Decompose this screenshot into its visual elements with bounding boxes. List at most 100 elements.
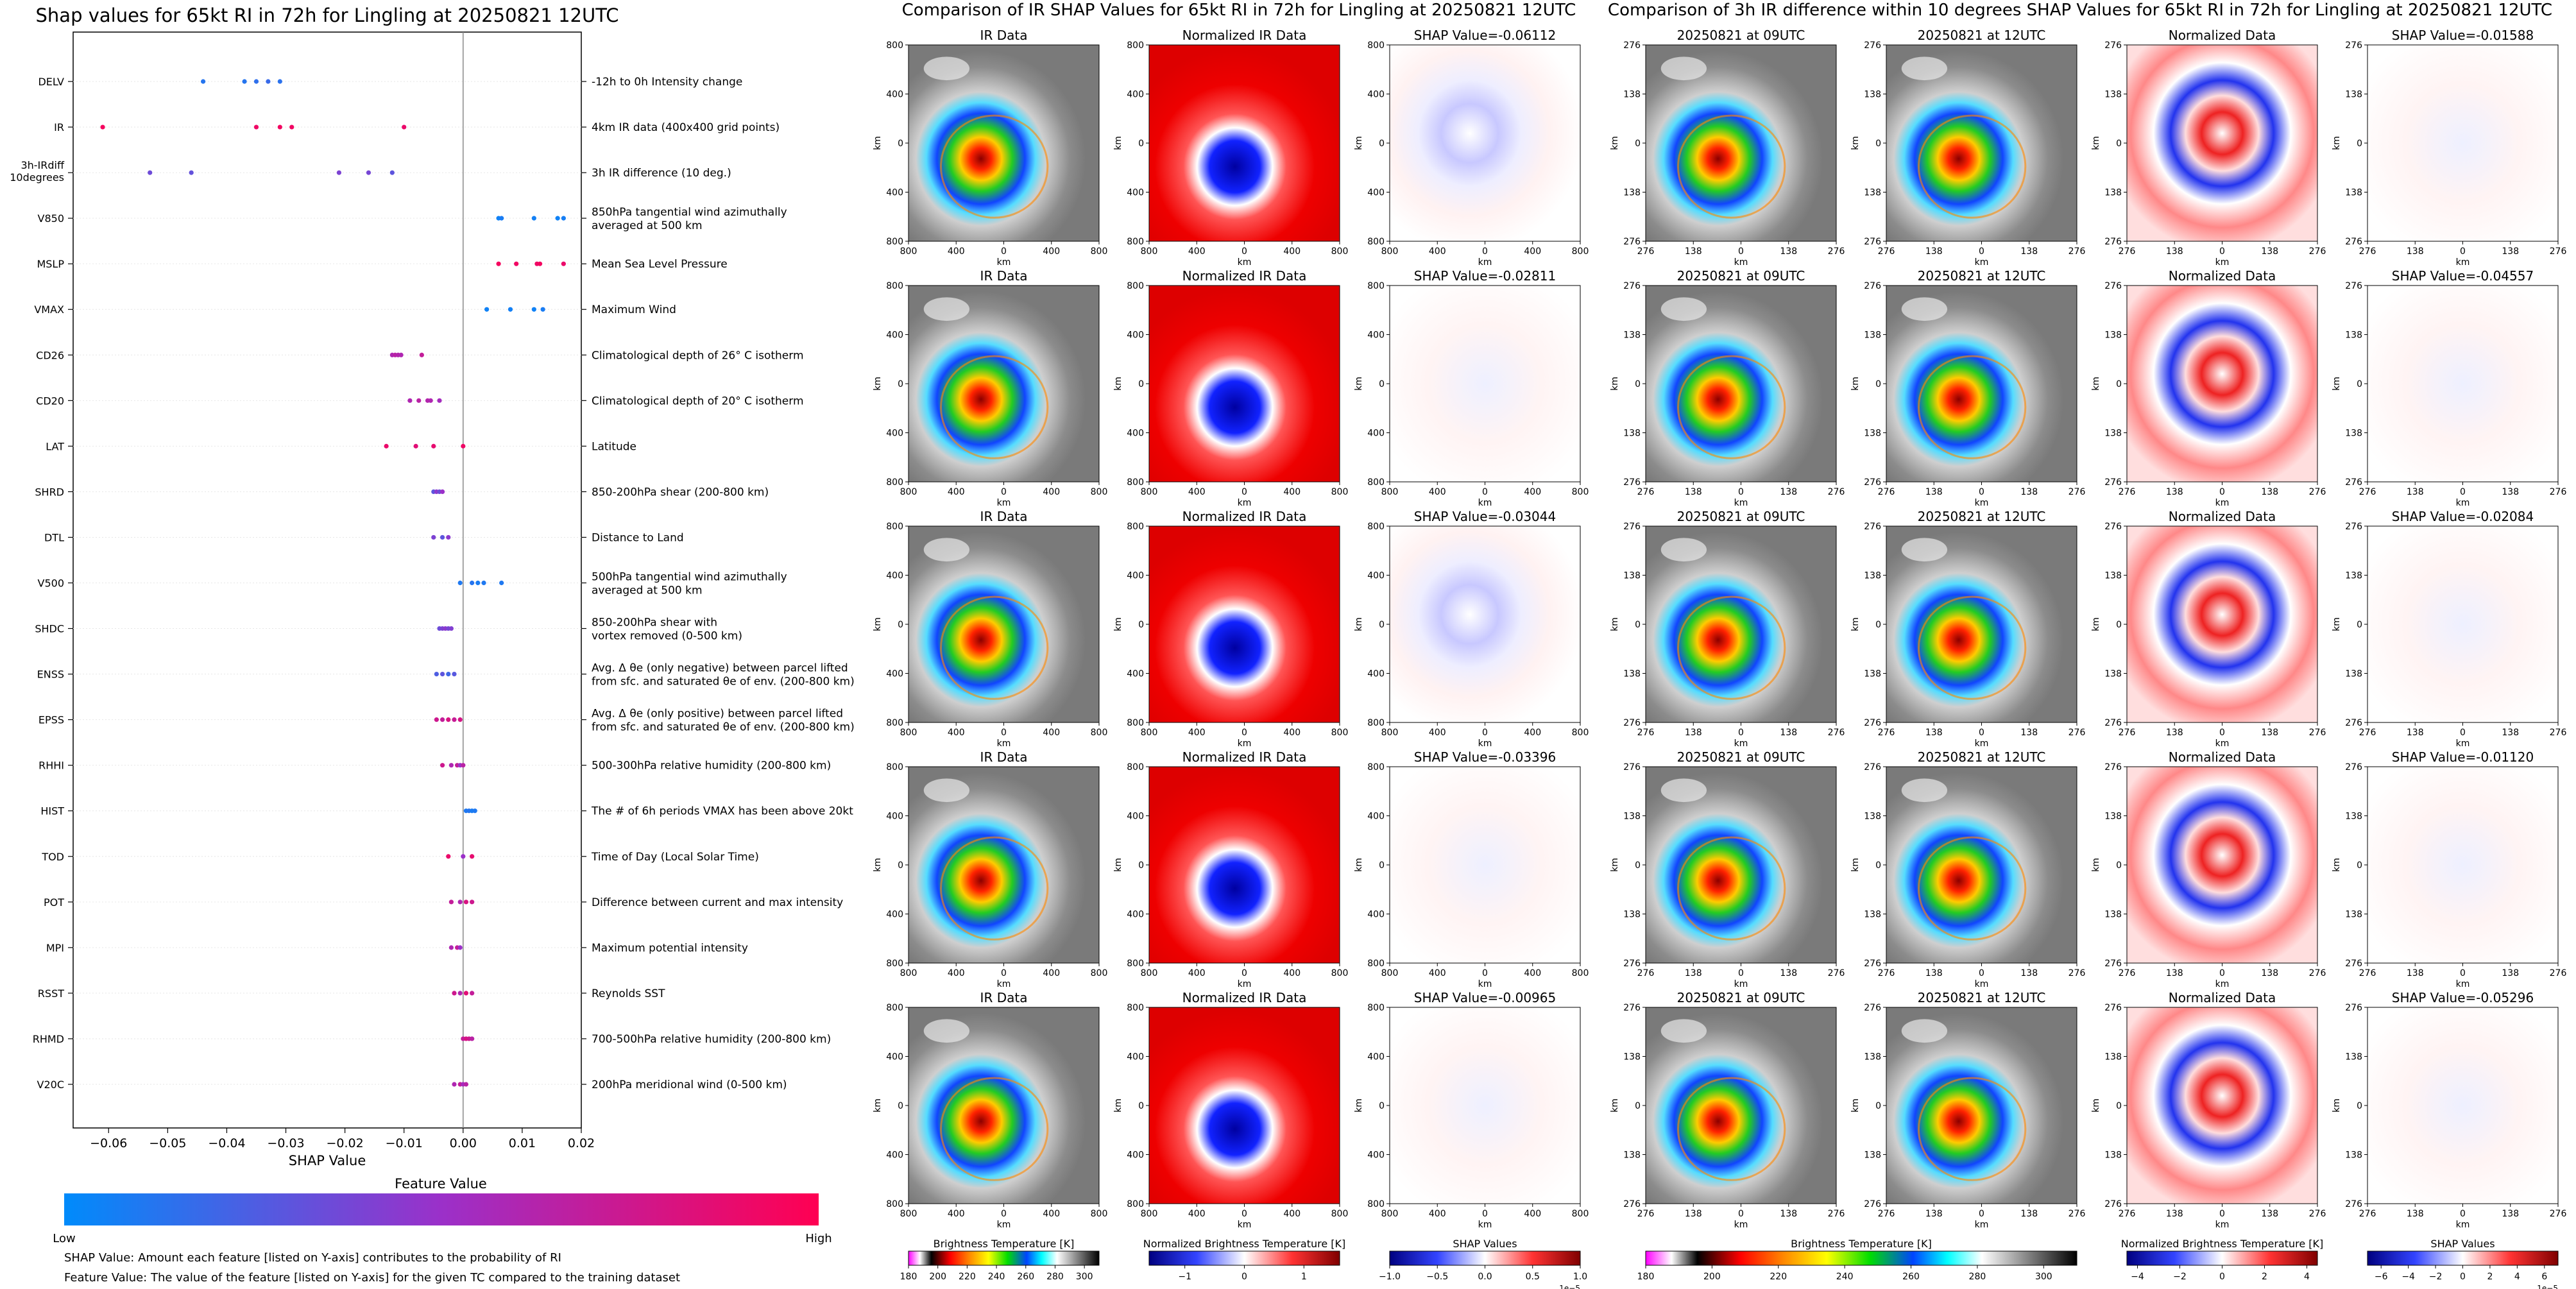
panel-title: SHAP Value=-0.06112 bbox=[1414, 28, 1556, 43]
beeswarm-frame bbox=[73, 31, 582, 1129]
shap-point bbox=[470, 854, 475, 859]
feature-description-label: Mean Sea Level Pressure bbox=[592, 258, 728, 271]
y-tick-label: 400 bbox=[1127, 910, 1144, 920]
x-tick-label: 276 bbox=[1637, 728, 1655, 738]
feature-name-label: ENSS bbox=[37, 669, 64, 681]
x-tick-label: 0 bbox=[1738, 487, 1744, 497]
x-tick-label: 276 bbox=[1878, 246, 1895, 257]
y-axis-label: km bbox=[1850, 858, 1861, 872]
panel-title: 20250821 at 12UTC bbox=[1918, 509, 2046, 524]
shap-point bbox=[448, 763, 454, 768]
x-tick-label: 800 bbox=[1572, 487, 1589, 497]
y-tick-label: 0 bbox=[2116, 379, 2122, 389]
feature-name-label: DTL bbox=[44, 531, 64, 543]
panel-title: Normalized Data bbox=[2169, 268, 2276, 284]
x-axis-label: km bbox=[1478, 738, 1492, 749]
y-tick-label: 400 bbox=[1127, 812, 1144, 822]
feature-description-line: 700-500hPa relative humidity (200-800 km… bbox=[592, 1033, 831, 1046]
y-tick-label: 400 bbox=[886, 1052, 903, 1063]
y-tick-label: 0 bbox=[1379, 379, 1385, 389]
y-tick-label: 0 bbox=[2357, 1101, 2362, 1111]
colorbar-low-label: Low bbox=[53, 1232, 75, 1245]
shap-point bbox=[475, 580, 481, 586]
x-axis-label: km bbox=[997, 498, 1011, 508]
shap-point bbox=[457, 991, 463, 996]
feature-description-line: -12h to 0h Intensity change bbox=[592, 76, 742, 89]
feature-description-label: 850-200hPa shear (200-800 km) bbox=[592, 486, 769, 499]
colorbar-tick-label: 0.5 bbox=[1526, 1272, 1540, 1282]
y-tick-label: 800 bbox=[1127, 477, 1144, 488]
cloud-patch bbox=[923, 778, 970, 803]
y-tick-label: 276 bbox=[1864, 1003, 1881, 1013]
x-tick-label: 800 bbox=[1091, 487, 1108, 497]
shap-point bbox=[463, 900, 469, 905]
colorbar-tick-label: 6 bbox=[2541, 1272, 2547, 1282]
x-tick-label: 0 bbox=[1979, 728, 1984, 738]
y-tick-label: 400 bbox=[1127, 429, 1144, 439]
normalized-diff-panel bbox=[2126, 44, 2318, 242]
note-shap-value: SHAP Value: Amount each feature [listed … bbox=[64, 1251, 561, 1265]
panel-title: Normalized Data bbox=[2169, 749, 2276, 765]
x-tick-label: 0.00 bbox=[450, 1136, 477, 1150]
y-tick-label: 0 bbox=[1875, 139, 1881, 149]
y-tick-label: 138 bbox=[1864, 812, 1881, 822]
x-tick-label: 0 bbox=[2460, 968, 2466, 978]
x-tick-label: 276 bbox=[2119, 1209, 2136, 1219]
x-tick-label: 0 bbox=[1482, 246, 1488, 257]
y-tick-label: 400 bbox=[886, 812, 903, 822]
shap-point bbox=[289, 124, 294, 130]
x-tick-label: 138 bbox=[2261, 968, 2278, 978]
shap-point bbox=[463, 991, 469, 996]
panel-title: Normalized Data bbox=[2169, 509, 2276, 524]
x-tick-label: 0.02 bbox=[568, 1136, 595, 1150]
y-tick-label: 0 bbox=[1875, 1101, 1881, 1111]
y-tick-label: 276 bbox=[1864, 762, 1881, 773]
y-tick-label: 276 bbox=[1623, 1003, 1641, 1013]
y-axis-label: km bbox=[1113, 858, 1123, 872]
y-tick-label: 276 bbox=[1864, 40, 1881, 51]
shap-point bbox=[452, 717, 457, 722]
x-tick-label: 800 bbox=[1091, 968, 1108, 978]
y-tick-label: 138 bbox=[2345, 90, 2362, 100]
feature-name-line: 3h-IRdiff bbox=[21, 159, 65, 171]
y-axis-label: km bbox=[1113, 617, 1123, 631]
shap-point bbox=[266, 79, 271, 84]
x-tick-label: 800 bbox=[1381, 728, 1399, 738]
x-axis-label: km bbox=[1478, 257, 1492, 268]
feature-description-label: 3h IR difference (10 deg.) bbox=[592, 167, 731, 180]
y-tick-label: 276 bbox=[1623, 959, 1641, 969]
shap-point bbox=[437, 398, 442, 403]
shap-point bbox=[457, 580, 463, 586]
x-tick-label: 276 bbox=[2359, 246, 2376, 257]
storm-band bbox=[1676, 1077, 1786, 1181]
cloud-patch bbox=[1660, 1019, 1707, 1043]
shap-point bbox=[472, 808, 477, 814]
y-axis-label: km bbox=[1113, 136, 1123, 150]
feature-description-label: Maximum potential intensity bbox=[592, 942, 748, 955]
shap-point bbox=[496, 261, 501, 266]
y-axis-label: km bbox=[873, 377, 883, 391]
shap-panel bbox=[1389, 285, 1581, 482]
y-tick-label: 800 bbox=[1367, 1199, 1385, 1209]
shap-point bbox=[431, 443, 436, 448]
panel-title: IR Data bbox=[980, 990, 1028, 1005]
x-tick-label: 138 bbox=[2166, 968, 2183, 978]
colorbar-title: Normalized Brightness Temperature [K] bbox=[1143, 1238, 1346, 1250]
y-axis-label: km bbox=[1850, 377, 1861, 391]
y-tick-label: 400 bbox=[886, 910, 903, 920]
shap-panel bbox=[1389, 766, 1581, 964]
y-tick-label: 0 bbox=[1875, 860, 1881, 871]
panel-title: IR Data bbox=[980, 509, 1028, 524]
feature-description-line: Mean Sea Level Pressure bbox=[592, 258, 728, 271]
feature-name-label: RHHI bbox=[38, 760, 64, 772]
y-tick-label: 138 bbox=[1623, 90, 1641, 100]
feature-description-line: 500-300hPa relative humidity (200-800 km… bbox=[592, 760, 831, 773]
y-tick-label: 138 bbox=[2345, 188, 2362, 198]
x-tick-label: 276 bbox=[2068, 1209, 2086, 1219]
x-tick-label: 276 bbox=[2550, 487, 2567, 497]
shap-point bbox=[452, 1082, 457, 1087]
y-tick-label: 138 bbox=[1623, 910, 1641, 920]
feature-description-line: Maximum potential intensity bbox=[592, 942, 748, 955]
y-tick-label: 138 bbox=[1864, 910, 1881, 920]
storm-band bbox=[1676, 836, 1786, 941]
